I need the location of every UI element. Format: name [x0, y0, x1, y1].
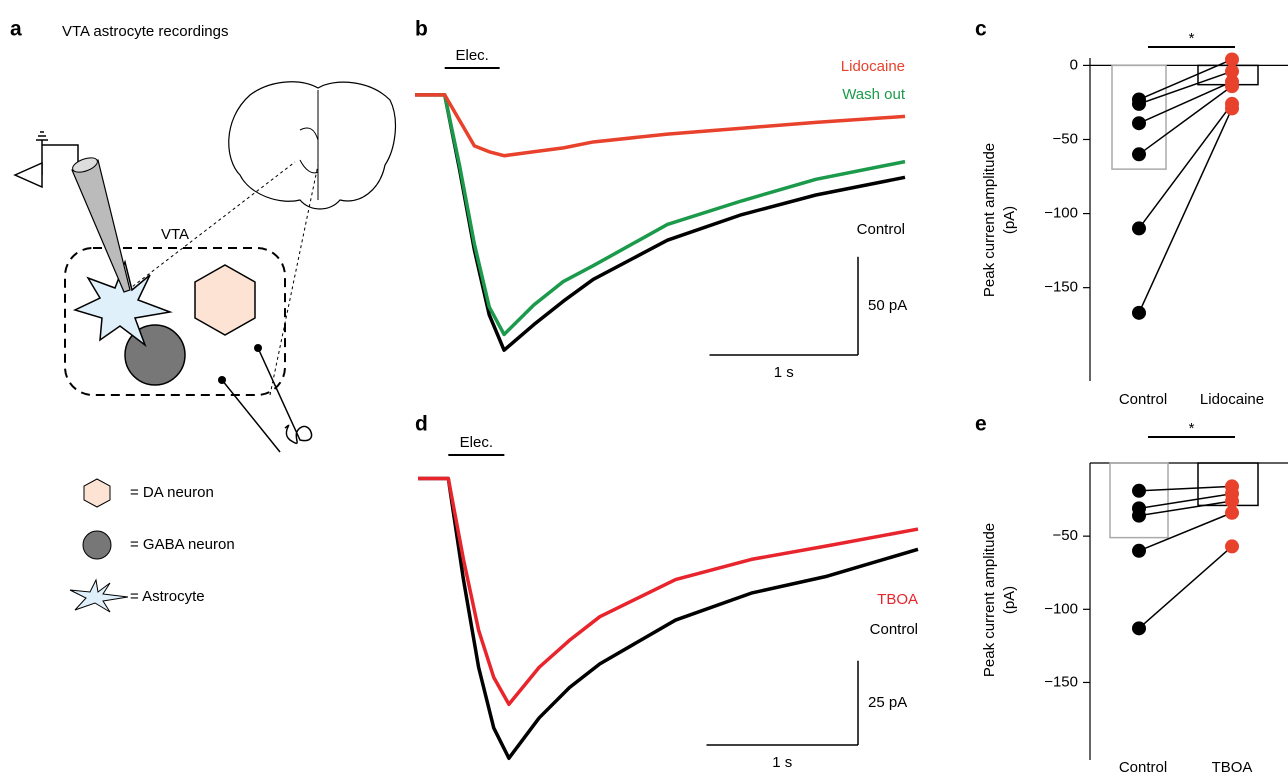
stim-electrode	[221, 347, 313, 453]
stimulus-label: Elec.	[455, 47, 488, 64]
diagram: VTA astrocyte recordings VTA = DA neuron…	[13, 23, 396, 613]
data-point	[1132, 543, 1146, 558]
y-tick-label: −50	[1053, 527, 1078, 544]
pair-line	[1138, 58, 1233, 101]
trace	[418, 476, 919, 707]
bar	[1109, 462, 1169, 539]
electrode-tip	[254, 344, 262, 352]
y-axis-label: Peak current amplitude	[981, 523, 998, 677]
x-tick-label: Control	[1119, 759, 1167, 776]
pair-line	[1138, 70, 1233, 105]
data-point	[1132, 221, 1146, 236]
trace-label: Wash out	[842, 86, 906, 103]
data-point	[1132, 147, 1146, 162]
vta-region	[64, 247, 286, 396]
data-point	[1132, 508, 1146, 523]
panel-label: b	[415, 18, 428, 41]
pipette	[71, 159, 131, 293]
significance-label: *	[1189, 30, 1195, 47]
panel-label: d	[415, 413, 428, 436]
pair-line	[1138, 492, 1233, 510]
pair-line	[1138, 81, 1233, 124]
data-point	[1132, 305, 1146, 320]
legend-gaba-icon	[82, 530, 112, 560]
trace-label: Control	[870, 621, 918, 638]
data-point	[1225, 505, 1239, 520]
y-tick-label: −150	[1044, 673, 1078, 690]
x-tick-label: Lidocaine	[1200, 391, 1264, 408]
trace-label: TBOA	[877, 591, 918, 608]
significance-label: *	[1189, 420, 1195, 437]
electrode-tip	[218, 376, 226, 384]
data-point	[1225, 539, 1239, 554]
bar	[1111, 64, 1167, 170]
data-point	[1132, 483, 1146, 498]
amplifier	[13, 161, 43, 189]
pair-line	[1138, 500, 1233, 517]
y-tick-label: −100	[1044, 600, 1078, 617]
y-tick-label: −150	[1044, 279, 1078, 296]
data-point	[1225, 101, 1239, 116]
trace	[415, 93, 906, 337]
pipette-top	[72, 157, 98, 173]
pair-line	[1138, 103, 1233, 229]
data-point	[1132, 96, 1146, 111]
panel-label: a	[10, 18, 22, 41]
region-label: VTA	[161, 226, 189, 243]
y-axis-label: (pA)	[1001, 586, 1018, 614]
y-tick-label: −100	[1044, 205, 1078, 222]
y-axis-label: (pA)	[1001, 206, 1018, 234]
y-tick-label: 0	[1070, 56, 1078, 73]
pair-line	[1138, 108, 1233, 314]
stimulus-label: Elec.	[460, 434, 493, 451]
x-tick-label: Control	[1119, 391, 1167, 408]
da-neuron	[194, 264, 256, 336]
diagram-title: VTA astrocyte recordings	[62, 23, 228, 40]
trace-label: Control	[857, 221, 905, 238]
data-point	[1132, 621, 1146, 636]
x-tick-label: TBOA	[1212, 759, 1253, 776]
data-point	[1225, 52, 1239, 67]
trace	[415, 93, 906, 352]
legend-da-icon	[83, 478, 111, 508]
y-tick-label: −50	[1053, 130, 1078, 147]
pair-line	[1138, 485, 1233, 492]
data-point	[1132, 116, 1146, 131]
scale-label: 1 s	[772, 754, 792, 771]
data-point	[1225, 79, 1239, 94]
data-point	[1225, 494, 1239, 509]
trace	[415, 93, 906, 158]
panel-label: e	[975, 413, 987, 436]
scale-label: 50 pA	[868, 297, 907, 314]
brain-outline	[228, 81, 396, 210]
y-axis-label: Peak current amplitude	[981, 143, 998, 297]
legend-label: = GABA neuron	[130, 536, 235, 553]
brain-detail	[299, 90, 319, 200]
pair-line	[1138, 512, 1233, 552]
data-point	[1225, 64, 1239, 79]
scale-label: 1 s	[774, 364, 794, 381]
pair-line	[1138, 85, 1233, 155]
trace-label: Lidocaine	[841, 58, 905, 75]
legend-astrocyte-icon	[69, 578, 129, 613]
panel-label: c	[975, 18, 987, 41]
scale-label: 25 pA	[868, 694, 907, 711]
trace	[418, 476, 919, 761]
wire	[36, 131, 79, 175]
legend-label: = DA neuron	[130, 484, 214, 501]
projection-line	[127, 161, 296, 291]
pair-line	[1138, 545, 1233, 629]
legend-label: = Astrocyte	[130, 588, 205, 605]
